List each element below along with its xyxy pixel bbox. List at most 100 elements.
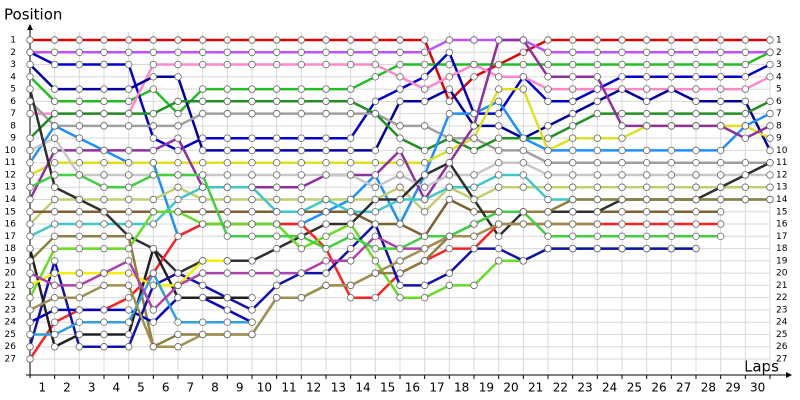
lap-point <box>248 318 256 326</box>
lap-point <box>692 73 700 81</box>
lap-point <box>544 232 552 241</box>
lap-point <box>149 318 158 326</box>
lap-point <box>445 85 454 93</box>
lap-point <box>667 85 676 93</box>
lap-point <box>223 195 232 204</box>
lap-point <box>593 85 602 93</box>
lap-point <box>519 48 528 56</box>
lap-point <box>494 146 503 155</box>
lap-point <box>346 36 355 44</box>
lap-point <box>470 109 478 118</box>
lap-point <box>371 73 380 81</box>
lap-point <box>124 293 133 302</box>
lap-point <box>667 158 676 167</box>
lap-point <box>26 355 34 363</box>
lap-point <box>544 134 552 142</box>
lap-point <box>445 48 454 56</box>
lap-point <box>667 171 676 179</box>
lap-point <box>371 60 380 69</box>
lap-point <box>470 60 478 69</box>
lap-point <box>618 122 626 130</box>
lap-point <box>445 109 454 118</box>
lap-point <box>124 183 133 191</box>
lap-point <box>544 48 552 56</box>
lap-point <box>741 60 750 69</box>
lap-point <box>494 183 503 191</box>
lap-point <box>297 232 306 241</box>
lap-point <box>198 318 207 326</box>
x-tick-label: 15 <box>380 381 395 395</box>
lap-point <box>322 134 330 142</box>
x-tick-label: 7 <box>187 381 195 395</box>
x-tick-label: 30 <box>750 381 765 395</box>
lap-point <box>445 281 454 290</box>
lap-point <box>766 158 774 167</box>
lap-point <box>544 60 552 69</box>
lap-point <box>272 281 281 290</box>
lap-point <box>322 257 330 265</box>
lap-point <box>494 73 503 81</box>
lap-point <box>75 195 84 204</box>
lap-point <box>149 343 158 351</box>
lap-point <box>544 73 552 81</box>
lap-point <box>248 134 256 142</box>
lap-point <box>593 171 602 179</box>
lap-point <box>50 244 59 253</box>
lap-point <box>149 48 158 56</box>
lap-point <box>297 293 306 302</box>
lap-point <box>272 97 281 106</box>
lap-point <box>766 183 774 191</box>
y-tick-label: 6 <box>10 97 16 107</box>
x-tick-label: 2 <box>63 381 71 395</box>
lap-point <box>741 195 750 204</box>
lap-point <box>223 257 232 265</box>
y-tick-label: 2 <box>10 48 16 58</box>
lap-point <box>716 208 725 216</box>
lap-point <box>741 36 750 44</box>
lap-point <box>346 60 355 69</box>
y-tick-label: 25 <box>5 330 16 340</box>
lap-point <box>371 48 380 56</box>
lap-point <box>75 232 84 241</box>
lap-point <box>741 158 750 167</box>
lap-point <box>100 195 108 204</box>
lap-point <box>519 171 528 179</box>
y-tick-label: 7 <box>10 109 16 119</box>
lap-point <box>494 122 503 130</box>
lap-point <box>371 195 380 204</box>
lap-point <box>75 269 84 277</box>
lap-point <box>100 36 108 44</box>
lap-point <box>124 281 133 290</box>
lap-point <box>50 60 59 69</box>
lap-point <box>149 208 158 216</box>
lap-point <box>420 208 429 216</box>
lap-point <box>297 134 306 142</box>
lap-point <box>75 220 84 228</box>
lap-point <box>766 171 774 179</box>
lap-point <box>248 48 256 56</box>
lap-point <box>642 73 651 81</box>
lap-point <box>272 134 281 142</box>
lap-point <box>741 73 750 81</box>
lap-point <box>716 48 725 56</box>
lap-point <box>198 208 207 216</box>
lap-point <box>568 158 577 167</box>
lap-point <box>100 208 108 216</box>
lap-point <box>420 293 429 302</box>
lap-point <box>75 293 84 302</box>
lap-point <box>322 195 330 204</box>
lap-point <box>124 60 133 69</box>
lap-point <box>420 36 429 44</box>
lap-point <box>174 109 182 118</box>
lap-point <box>568 60 577 69</box>
lap-point <box>642 244 651 253</box>
lap-point <box>494 85 503 93</box>
lap-point <box>420 171 429 179</box>
x-tick-label: 24 <box>602 381 617 395</box>
lap-point <box>272 158 281 167</box>
y-tick-label-right: 2 <box>776 48 782 58</box>
lap-point <box>26 60 34 69</box>
lap-point <box>248 232 256 241</box>
lap-point <box>544 171 552 179</box>
